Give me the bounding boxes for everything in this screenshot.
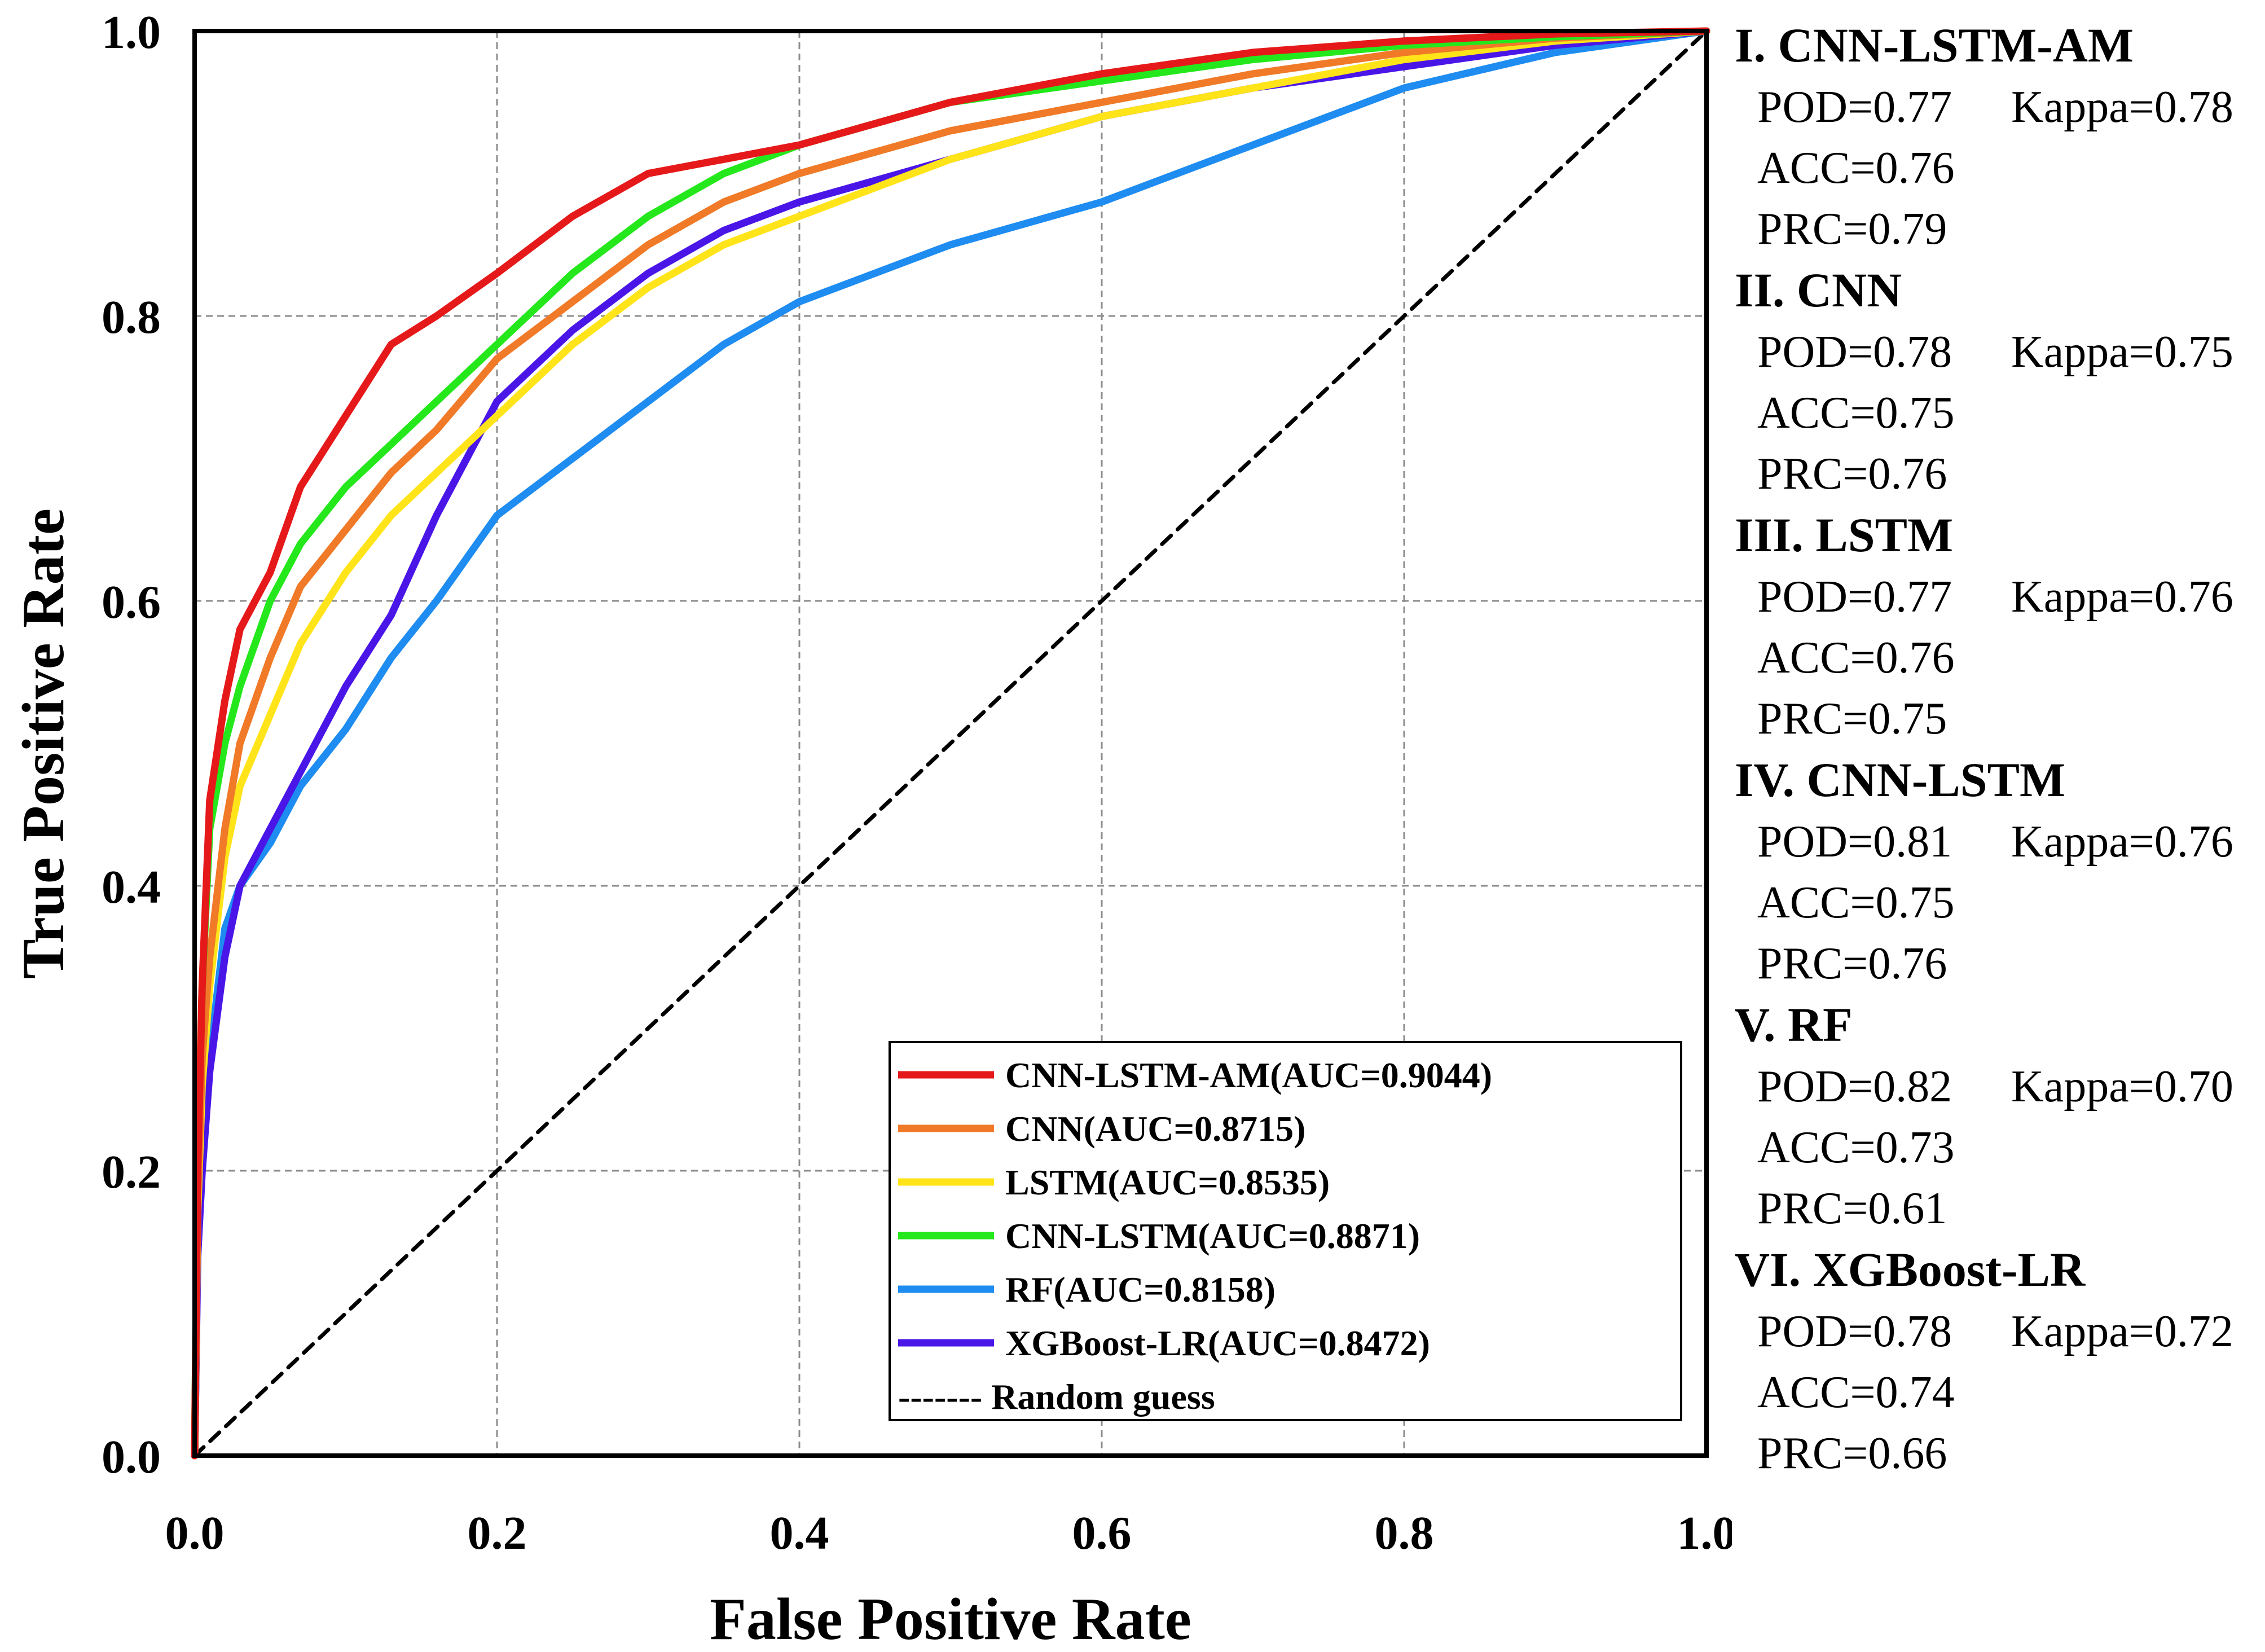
legend-label: XGBoost-LR(AUC=0.8472): [1005, 1323, 1430, 1363]
grid-lines: [195, 31, 1707, 1456]
x-tick-label: 0.0: [165, 1507, 225, 1559]
metric-prc: PRC=0.76: [1757, 939, 1947, 988]
plot-frame: [192, 29, 1709, 1458]
x-tick-labels: 0.0 0.2 0.4 0.6 0.8 1.0: [165, 1507, 1732, 1559]
y-axis-label: True Positive Rate: [10, 508, 76, 979]
metric-prc: PRC=0.75: [1757, 694, 1947, 744]
y-tick-label: 0.8: [102, 291, 161, 344]
metric-pod: POD=0.82: [1757, 1062, 1952, 1111]
metric-prc: PRC=0.66: [1757, 1429, 1947, 1478]
metric-kappa: Kappa=0.76: [2011, 817, 2233, 867]
metric-model-title: V. RF: [1735, 998, 1853, 1052]
series-line-random-guess: [192, 29, 1709, 1458]
metric-pod: POD=0.78: [1757, 327, 1952, 377]
metrics-panel: I. CNN-LSTM-AM POD=0.77 Kappa=0.78 ACC=0.76…: [1735, 20, 2262, 1489]
y-tick-label: 0.6: [102, 576, 161, 629]
metric-prc: PRC=0.79: [1757, 204, 1947, 254]
legend-box: [889, 1041, 1682, 1421]
x-tick-label: 0.4: [770, 1507, 829, 1559]
metric-model-title: II. CNN: [1735, 263, 1902, 317]
legend: CNN-LSTM-AM(AUC=0.9044) CNN(AUC=0.8715) LS…: [889, 1041, 1682, 1421]
y-tick-label: 0.4: [102, 861, 161, 913]
metric-model-title: I. CNN-LSTM-AM: [1735, 18, 2134, 72]
series-layer: [191, 27, 1710, 1460]
metric-pod: POD=0.77: [1757, 82, 1952, 132]
metric-prc: PRC=0.61: [1757, 1184, 1947, 1233]
legend-label: CNN-LSTM-AM(AUC=0.9044): [1005, 1055, 1492, 1095]
metric-pod: POD=0.77: [1757, 572, 1952, 622]
metric-block: IV. CNN-LSTM POD=0.81 Kappa=0.76 ACC=0.75 PR…: [1735, 754, 2262, 999]
metric-block: II. CNN POD=0.78 Kappa=0.75 ACC=0.75 PRC=0.7…: [1735, 265, 2262, 509]
metric-acc: ACC=0.75: [1757, 388, 1955, 438]
metric-model-title: III. LSTM: [1735, 508, 1954, 562]
metric-block: VI. XGBoost-LR POD=0.78 Kappa=0.72 ACC=0.74…: [1735, 1244, 2262, 1489]
roc-chart: 0.0 0.2 0.4 0.6 0.8 1.0 0.0 0.2 0.4 0.6 0.8 1.0 Fa…: [10, 6, 1732, 1652]
metric-acc: ACC=0.74: [1757, 1368, 1955, 1417]
legend-label: RF(AUC=0.8158): [1005, 1269, 1276, 1310]
legend-label: CNN(AUC=0.8715): [1005, 1109, 1305, 1149]
metric-acc: ACC=0.75: [1757, 878, 1955, 928]
y-tick-labels: 0.0 0.2 0.4 0.6 0.8 1.0: [102, 6, 161, 1483]
metric-kappa: Kappa=0.76: [2011, 572, 2233, 622]
legend-label: LSTM(AUC=0.8535): [1005, 1162, 1330, 1202]
metric-kappa: Kappa=0.75: [2011, 327, 2233, 377]
legend-label: ------- Random guess: [898, 1377, 1215, 1417]
legend-label: CNN-LSTM(AUC=0.8871): [1005, 1216, 1420, 1256]
y-tick-label: 0.2: [102, 1146, 161, 1198]
metric-block: V. RF POD=0.82 Kappa=0.70 ACC=0.73 PRC=0.61: [1735, 999, 2262, 1244]
x-tick-label: 1.0: [1677, 1507, 1732, 1559]
metric-acc: ACC=0.76: [1757, 143, 1955, 193]
series-line-cnn: [191, 27, 1710, 1460]
metric-acc: ACC=0.76: [1757, 633, 1955, 683]
metric-pod: POD=0.81: [1757, 817, 1952, 867]
metric-pod: POD=0.78: [1757, 1307, 1952, 1356]
metric-kappa: Kappa=0.72: [2011, 1307, 2233, 1356]
metric-model-title: IV. CNN-LSTM: [1735, 753, 2066, 807]
metric-block: I. CNN-LSTM-AM POD=0.77 Kappa=0.78 ACC=0.76…: [1735, 20, 2262, 265]
series-line-cnn-lstm: [191, 27, 1710, 1460]
x-tick-label: 0.2: [468, 1507, 527, 1559]
metric-block: III. LSTM POD=0.77 Kappa=0.76 ACC=0.76 PRC=0…: [1735, 509, 2262, 754]
x-tick-label: 0.8: [1375, 1507, 1434, 1559]
x-tick-label: 0.6: [1072, 1507, 1132, 1559]
y-tick-label: 1.0: [102, 6, 161, 59]
metric-acc: ACC=0.73: [1757, 1123, 1955, 1172]
metric-kappa: Kappa=0.78: [2011, 82, 2233, 132]
series-line-cnn-lstm-am: [191, 27, 1710, 1460]
x-axis-label: False Positive Rate: [710, 1586, 1191, 1652]
metric-model-title: VI. XGBoost-LR: [1735, 1242, 2086, 1297]
metric-kappa: Kappa=0.70: [2011, 1062, 2233, 1111]
y-tick-label: 0.0: [102, 1431, 161, 1483]
metric-prc: PRC=0.76: [1757, 449, 1947, 499]
